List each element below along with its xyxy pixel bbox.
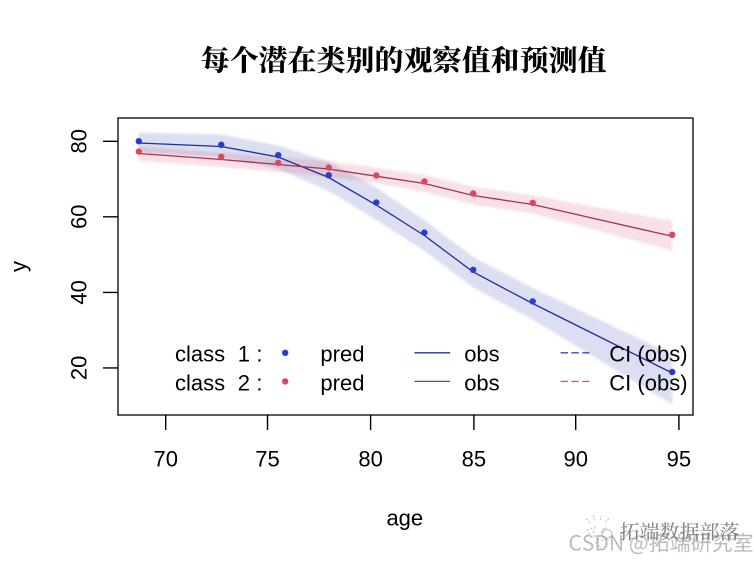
svg-text:85: 85 (462, 446, 486, 471)
svg-text::: : (256, 370, 262, 395)
svg-text:pred: pred (320, 370, 364, 395)
svg-text:obs: obs (464, 370, 499, 395)
svg-text:75: 75 (255, 446, 279, 471)
svg-text:1: 1 (238, 342, 250, 367)
svg-text:80: 80 (358, 446, 382, 471)
svg-text:age: age (386, 506, 423, 531)
svg-text:CI (obs): CI (obs) (609, 370, 687, 395)
svg-text:y: y (6, 261, 31, 272)
svg-text:60: 60 (66, 205, 91, 229)
svg-text:class: class (175, 342, 225, 367)
svg-text:CI (obs): CI (obs) (609, 342, 687, 367)
svg-text:class: class (175, 370, 225, 395)
svg-text:90: 90 (563, 446, 587, 471)
svg-text:2: 2 (238, 370, 250, 395)
svg-text:pred: pred (320, 342, 364, 367)
svg-text:obs: obs (464, 342, 499, 367)
svg-text:20: 20 (66, 356, 91, 380)
svg-text:40: 40 (66, 280, 91, 304)
svg-text:95: 95 (667, 446, 691, 471)
svg-text:70: 70 (153, 446, 177, 471)
svg-text::: : (256, 342, 262, 367)
svg-text:80: 80 (66, 129, 91, 153)
